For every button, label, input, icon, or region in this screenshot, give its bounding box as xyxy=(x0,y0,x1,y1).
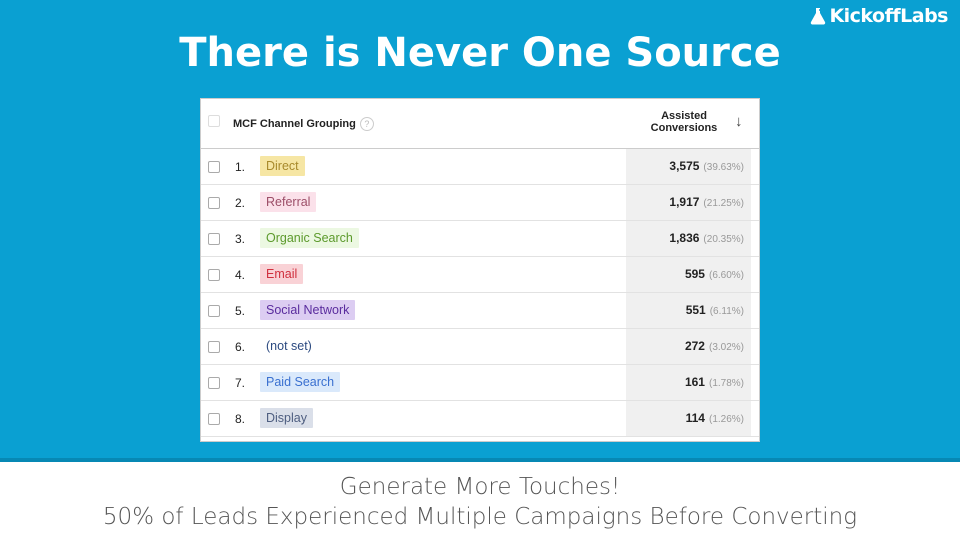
footer-line1: Generate More Touches! xyxy=(339,474,621,500)
table-row: 3. Organic Search 1,836 (20.35%) xyxy=(201,221,759,257)
footer: Generate More Touches! 50% of Leads Expe… xyxy=(0,472,960,532)
channel-link[interactable]: Organic Search xyxy=(260,228,359,248)
conversion-value: 272 xyxy=(684,339,705,353)
row-checkbox[interactable] xyxy=(208,341,220,353)
row-number: 7. xyxy=(235,376,246,390)
conversion-percent: (39.63%) xyxy=(703,162,744,173)
channel-link[interactable]: (not set) xyxy=(266,339,312,353)
flask-icon xyxy=(811,8,826,25)
row-checkbox[interactable] xyxy=(208,377,220,389)
conversion-percent: (20.35%) xyxy=(703,234,744,245)
row-checkbox[interactable] xyxy=(208,233,220,245)
row-checkbox[interactable] xyxy=(208,161,220,173)
assisted-conversions-cell: 595 (6.60%) xyxy=(626,257,751,292)
footer-line2: 50% of Leads Experienced Multiple Campai… xyxy=(102,504,858,530)
logo-text: KickoffLabs xyxy=(829,5,948,27)
column-header-channel[interactable]: MCF Channel Grouping? xyxy=(233,117,374,131)
assisted-conversions-cell: 114 (1.26%) xyxy=(626,401,751,436)
row-number: 3. xyxy=(235,232,246,246)
row-number: 6. xyxy=(235,340,246,354)
row-checkbox[interactable] xyxy=(208,305,220,317)
conversion-percent: (6.60%) xyxy=(708,270,744,281)
conversion-value: 1,917 xyxy=(669,195,700,209)
table-row: 5. Social Network 551 (6.11%) xyxy=(201,293,759,329)
row-checkbox[interactable] xyxy=(208,197,220,209)
column-header-assisted[interactable]: Assisted Conversions xyxy=(639,110,729,134)
conversion-value: 114 xyxy=(685,411,705,425)
column-label-line1: Assisted xyxy=(661,110,707,122)
row-checkbox[interactable] xyxy=(208,269,220,281)
row-number: 1. xyxy=(235,160,246,174)
table-header: MCF Channel Grouping? Assisted Conversion… xyxy=(201,99,759,149)
channel-link[interactable]: Paid Search xyxy=(260,372,341,392)
sort-arrow-down-icon[interactable]: ↓ xyxy=(735,113,743,130)
table-row: 1. Direct 3,575 (39.63%) xyxy=(201,149,759,185)
table-row: 8. Display 114 (1.26%) xyxy=(201,401,759,437)
assisted-conversions-cell: 1,836 (20.35%) xyxy=(626,221,751,256)
assisted-conversions-cell: 161 (1.78%) xyxy=(626,365,751,400)
help-icon[interactable]: ? xyxy=(359,117,374,131)
row-number: 2. xyxy=(235,196,246,210)
column-label: MCF Channel Grouping xyxy=(233,118,356,130)
table-row: 4. Email 595 (6.60%) xyxy=(201,257,759,293)
table-row: 2. Referral 1,917 (21.25%) xyxy=(201,185,759,221)
conversion-percent: (21.25%) xyxy=(703,198,744,209)
assisted-conversions-cell: 272 (3.02%) xyxy=(626,329,751,364)
assisted-conversions-cell: 3,575 (39.63%) xyxy=(626,149,751,184)
assisted-conversions-cell: 1,917 (21.25%) xyxy=(626,185,751,220)
channel-link[interactable]: Social Network xyxy=(260,300,356,320)
conversion-value: 1,836 xyxy=(669,231,700,245)
row-checkbox[interactable] xyxy=(208,413,220,425)
row-number: 5. xyxy=(235,304,246,318)
select-all-checkbox[interactable] xyxy=(208,115,220,127)
conversion-percent: (6.11%) xyxy=(709,306,744,317)
conversion-value: 595 xyxy=(684,267,705,281)
table-row: 7. Paid Search 161 (1.78%) xyxy=(201,365,759,401)
logo: KickoffLabs xyxy=(810,5,948,27)
channel-table: MCF Channel Grouping? Assisted Conversion… xyxy=(200,98,760,442)
table-row: 6. (not set) 272 (3.02%) xyxy=(201,329,759,365)
conversion-value: 161 xyxy=(684,375,705,389)
channel-link[interactable]: Email xyxy=(260,264,304,284)
channel-link[interactable]: Display xyxy=(260,408,313,428)
row-number: 4. xyxy=(235,268,246,282)
conversion-percent: (1.26%) xyxy=(708,414,744,425)
row-number: 8. xyxy=(235,412,246,426)
conversion-percent: (3.02%) xyxy=(708,342,744,353)
conversion-value: 551 xyxy=(685,303,706,317)
assisted-conversions-cell: 551 (6.11%) xyxy=(626,293,751,328)
channel-link[interactable]: Direct xyxy=(260,156,305,176)
conversion-percent: (1.78%) xyxy=(708,378,744,389)
column-label-line2: Conversions xyxy=(650,122,718,134)
conversion-value: 3,575 xyxy=(669,159,700,173)
channel-link[interactable]: Referral xyxy=(260,192,317,212)
page-title: There is Never One Source xyxy=(179,30,781,76)
